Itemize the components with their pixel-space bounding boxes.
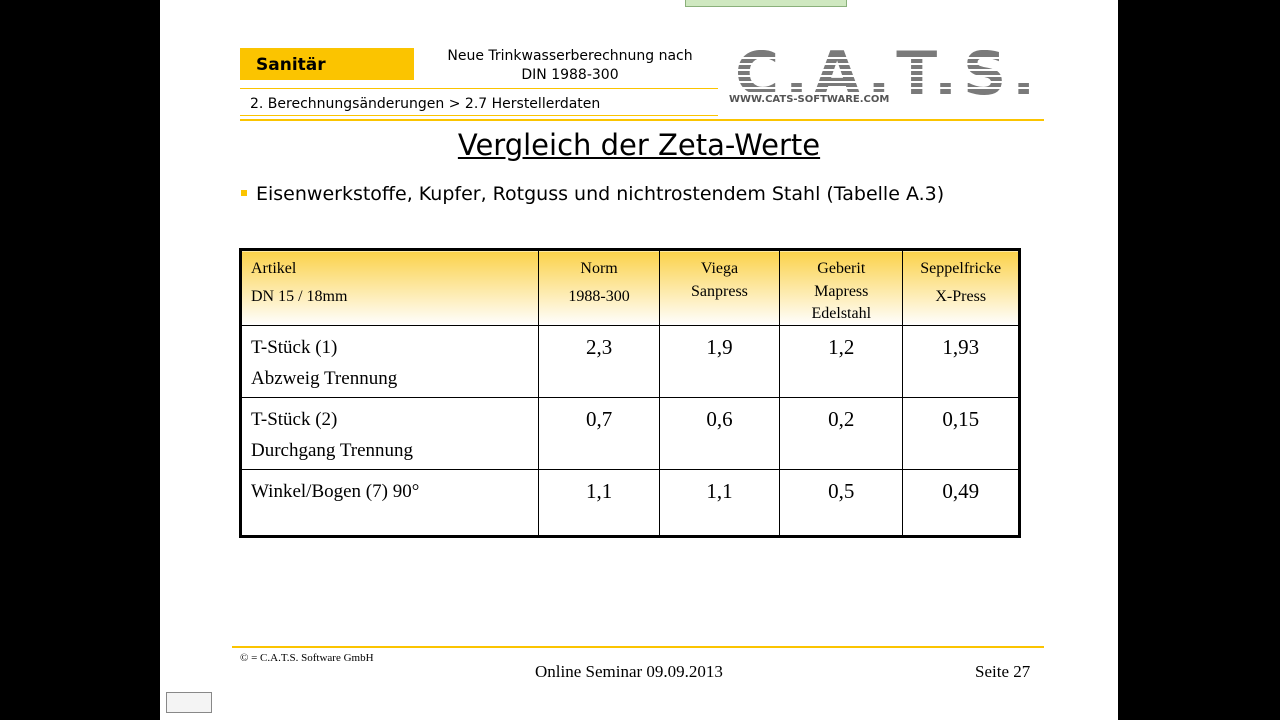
table-header: Artikel DN 15 / 18mm Norm 1988-300 Viega Sa…: [239, 249, 1020, 326]
header-line: Norm: [580, 260, 618, 277]
bullet-mark: [241, 190, 247, 196]
value-cell: 1,2: [779, 325, 904, 398]
footer-rule: [232, 646, 1044, 648]
value-cell: 0,2: [779, 397, 904, 470]
header-line: Viega: [700, 260, 739, 277]
breadcrumb: 2. Berechnungsänderungen > 2.7 Herstelle…: [240, 88, 718, 116]
header-line: DN 15 / 18mm: [251, 288, 348, 305]
header-line: Edelstahl: [811, 305, 872, 322]
header-line: 1988-300: [568, 288, 630, 305]
value-cell: 0,15: [902, 397, 1020, 470]
label-line: Durchgang Trennung: [251, 440, 414, 461]
value-cell: 2,3: [538, 325, 660, 398]
value-cell: 1,1: [658, 469, 781, 537]
label-line: T-Stück (1): [251, 337, 338, 358]
section-label: Sanitär: [256, 55, 326, 75]
value-cell: 0,6: [658, 397, 781, 470]
table-row: T-Stück (1) Abzweig Trennung 2,3 1,9 1,2 1,93: [239, 325, 1020, 398]
section-box: Sanitär: [240, 48, 414, 80]
event: Online Seminar 09.09.2013: [535, 662, 723, 681]
value-cell: 1,93: [902, 325, 1020, 398]
row-label: Winkel/Bogen (7) 90°: [239, 469, 540, 537]
row-label: T-Stück (1) Abzweig Trennung: [239, 325, 540, 398]
header-cell: Geberit Mapress Edelstahl: [779, 249, 904, 326]
zeta-table: Artikel DN 15 / 18mm Norm 1988-300 Viega Sa…: [239, 248, 1021, 538]
bullet-text: Eisenwerkstoffe, Kupfer, Rotguss und nic…: [256, 183, 945, 205]
header-line: Seppelfricke: [920, 260, 1002, 277]
slide-title: Vergleich der Zeta-Werte: [457, 128, 821, 162]
nav-icon[interactable]: [166, 692, 212, 713]
value-cell: 0,49: [902, 469, 1020, 537]
table-row: Winkel/Bogen (7) 90° 1,1 1,1 0,5 0,49: [239, 469, 1020, 537]
topic-line: Neue Trinkwasserberechnung nach: [447, 48, 693, 64]
header-cell: Norm 1988-300: [538, 249, 660, 326]
table-row: T-Stück (2) Durchgang Trennung 0,7 0,6 0,2 0,…: [239, 397, 1020, 470]
logo: C.A.T.S. WWW.CATS-SOFTWARE.COM: [727, 50, 1043, 104]
topic: Neue Trinkwasserberechnung nach DIN 1988…: [430, 47, 710, 85]
row-label: T-Stück (2) Durchgang Trennung: [239, 397, 540, 470]
value-cell: 0,7: [538, 397, 660, 470]
slide: Sanitär Neue Trinkwasserberechnung nach …: [160, 0, 1118, 720]
header-rule: [240, 119, 1044, 121]
label-line: Winkel/Bogen (7) 90°: [251, 481, 420, 502]
header-line: Geberit: [817, 260, 866, 277]
header-line: Mapress: [814, 283, 869, 300]
header-cell: Viega Sanpress: [658, 249, 781, 326]
header-line: Artikel: [251, 260, 297, 277]
header-cell: Seppelfricke X-Press: [902, 249, 1020, 326]
header-cell: Artikel DN 15 / 18mm: [239, 249, 540, 326]
logo-stripes: [727, 57, 1043, 89]
header-line: Sanpress: [691, 283, 748, 300]
topic-line: DIN 1988-300: [521, 67, 619, 83]
label-line: Abzweig Trennung: [251, 368, 398, 389]
value-cell: 1,9: [658, 325, 781, 398]
copyright: © = C.A.T.S. Software GmbH: [240, 652, 374, 664]
value-cell: 1,1: [538, 469, 660, 537]
label-line: T-Stück (2): [251, 409, 338, 430]
toolbar-tab: [685, 0, 847, 7]
header-line: X-Press: [935, 288, 987, 305]
logo-url: WWW.CATS-SOFTWARE.COM: [729, 94, 889, 104]
page-number: Seite 27: [975, 662, 1031, 681]
value-cell: 0,5: [779, 469, 904, 537]
